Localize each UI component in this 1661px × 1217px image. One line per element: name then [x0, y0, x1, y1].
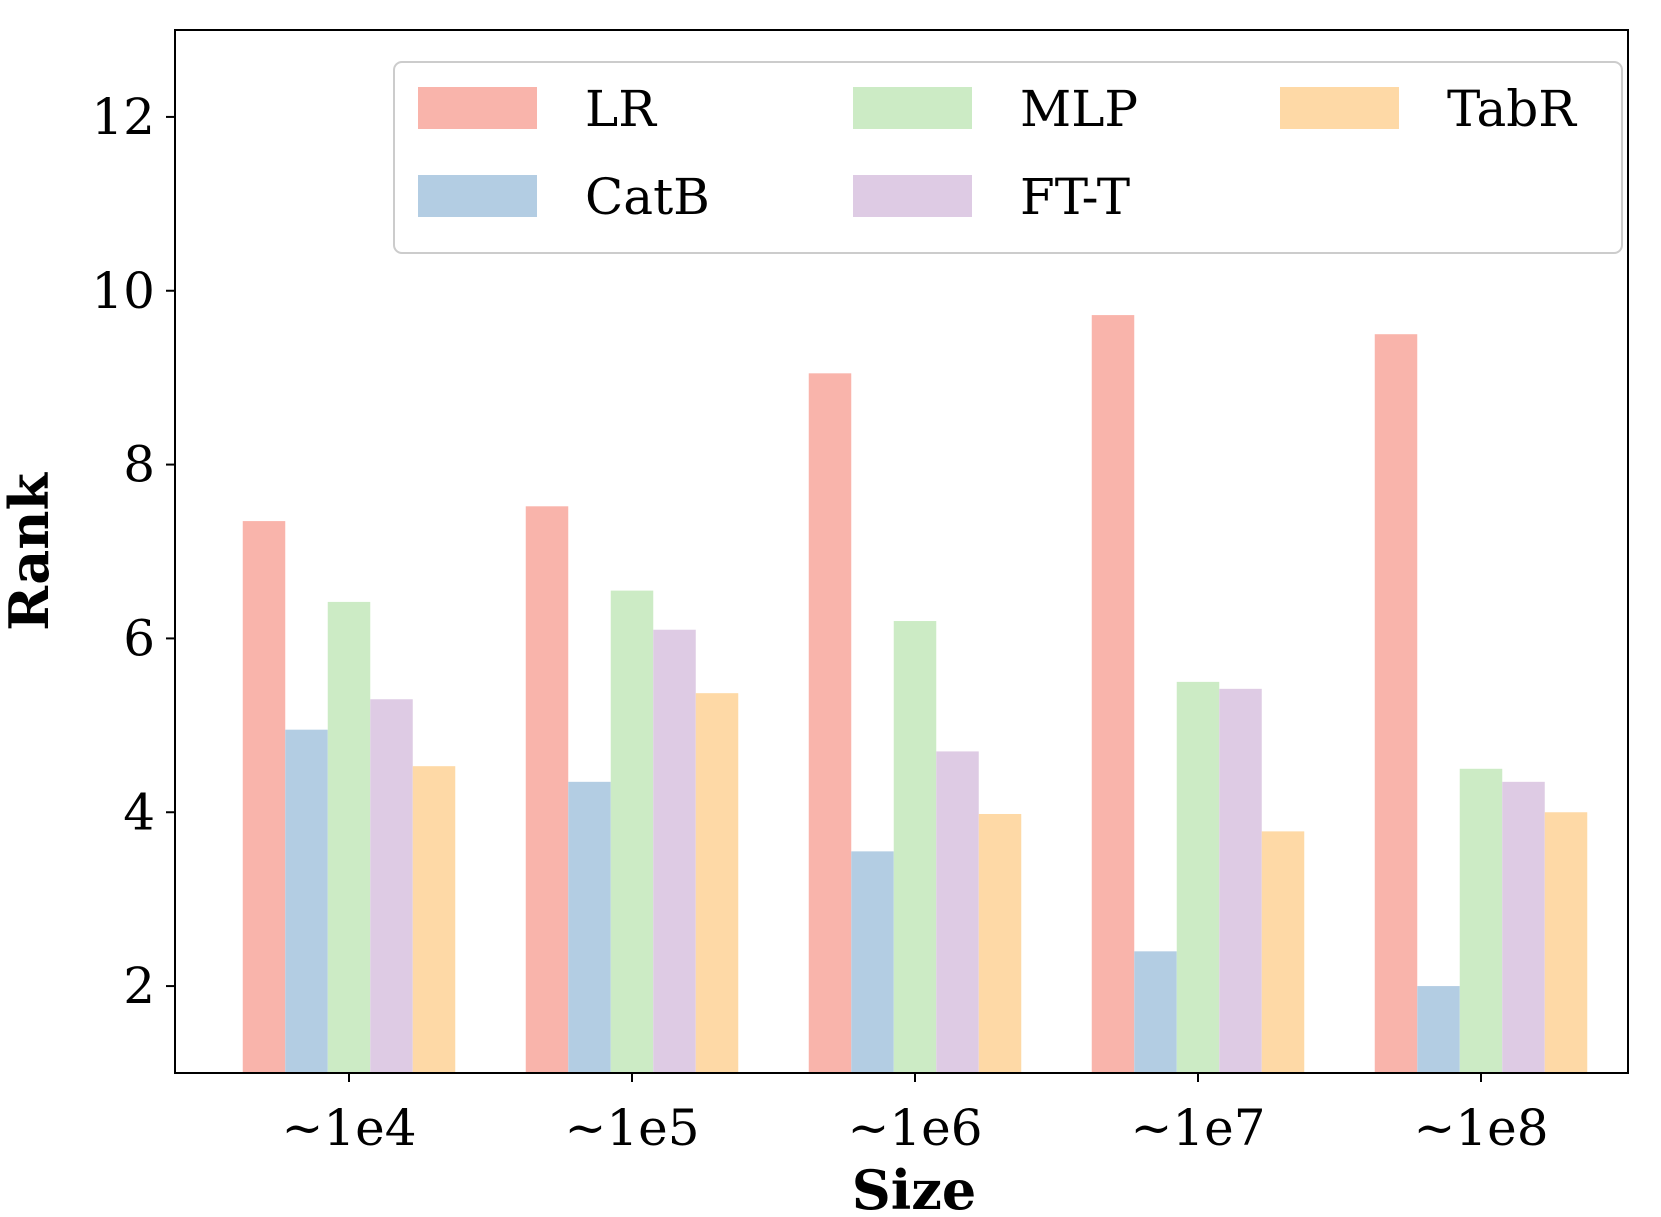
- y-axis-title: Rank: [0, 472, 61, 631]
- y-axis: 2 4 6 8 10 12: [91, 88, 175, 1015]
- bar-catb-2: [851, 851, 894, 1073]
- bar-tabr-2: [978, 813, 1022, 1073]
- bar-lr-1: [525, 506, 569, 1073]
- bar-mlp-1: [610, 590, 654, 1073]
- bars-group: [242, 315, 1588, 1074]
- bar-tabr-3: [1261, 831, 1305, 1073]
- bar-catb-0: [285, 729, 328, 1073]
- legend-swatch-lr: [418, 87, 537, 129]
- legend-swatch-ft-t: [853, 175, 972, 217]
- legend-swatch-tabr: [1280, 87, 1399, 129]
- bar-tabr-4: [1544, 812, 1588, 1073]
- bar-lr-3: [1091, 315, 1135, 1074]
- bar-ft-t-0: [370, 699, 413, 1073]
- legend-label-ft-t: FT-T: [1020, 168, 1130, 226]
- y-tick-label: 4: [123, 783, 155, 841]
- y-tick-label: 12: [91, 88, 155, 146]
- bar-ft-t-3: [1219, 688, 1262, 1073]
- x-tick-label: ~1e5: [564, 1099, 699, 1157]
- bar-ft-t-2: [936, 751, 979, 1073]
- bar-mlp-4: [1459, 768, 1503, 1073]
- bar-catb-4: [1417, 986, 1460, 1073]
- bar-ft-t-4: [1502, 781, 1545, 1073]
- y-tick-label: 10: [91, 262, 155, 320]
- y-tick-label: 6: [123, 609, 155, 667]
- legend-swatch-catb: [418, 175, 537, 217]
- legend: LR CatB MLP FT-T TabR: [393, 61, 1623, 254]
- x-tick-label: ~1e8: [1413, 1099, 1548, 1157]
- bar-mlp-3: [1176, 681, 1220, 1074]
- legend-label-tabr: TabR: [1447, 80, 1577, 138]
- x-tick-label: ~1e4: [281, 1099, 416, 1157]
- bar-mlp-2: [893, 621, 937, 1073]
- y-tick-label: 8: [123, 436, 155, 494]
- x-tick-label: ~1e6: [847, 1099, 982, 1157]
- plot-frame: [174, 29, 1629, 1074]
- bar-tabr-0: [412, 766, 456, 1073]
- legend-box: [393, 61, 1623, 254]
- legend-label-lr: LR: [585, 80, 657, 138]
- bar-tabr-1: [695, 693, 739, 1073]
- bar-ft-t-1: [653, 629, 696, 1073]
- bar-lr-4: [1374, 334, 1418, 1074]
- bar-lr-2: [808, 373, 852, 1073]
- x-axis-title: Size: [852, 1158, 977, 1217]
- bar-catb-3: [1134, 951, 1177, 1073]
- bar-lr-0: [242, 521, 286, 1073]
- bar-catb-1: [568, 781, 611, 1073]
- legend-label-mlp: MLP: [1020, 80, 1138, 138]
- bar-mlp-0: [327, 601, 371, 1073]
- legend-label-catb: CatB: [585, 168, 710, 226]
- x-axis: ~1e4 ~1e5 ~1e6 ~1e7 ~1e8: [281, 1073, 1549, 1157]
- y-tick-label: 2: [123, 957, 155, 1015]
- legend-swatch-mlp: [853, 87, 972, 129]
- x-tick-label: ~1e7: [1130, 1099, 1265, 1157]
